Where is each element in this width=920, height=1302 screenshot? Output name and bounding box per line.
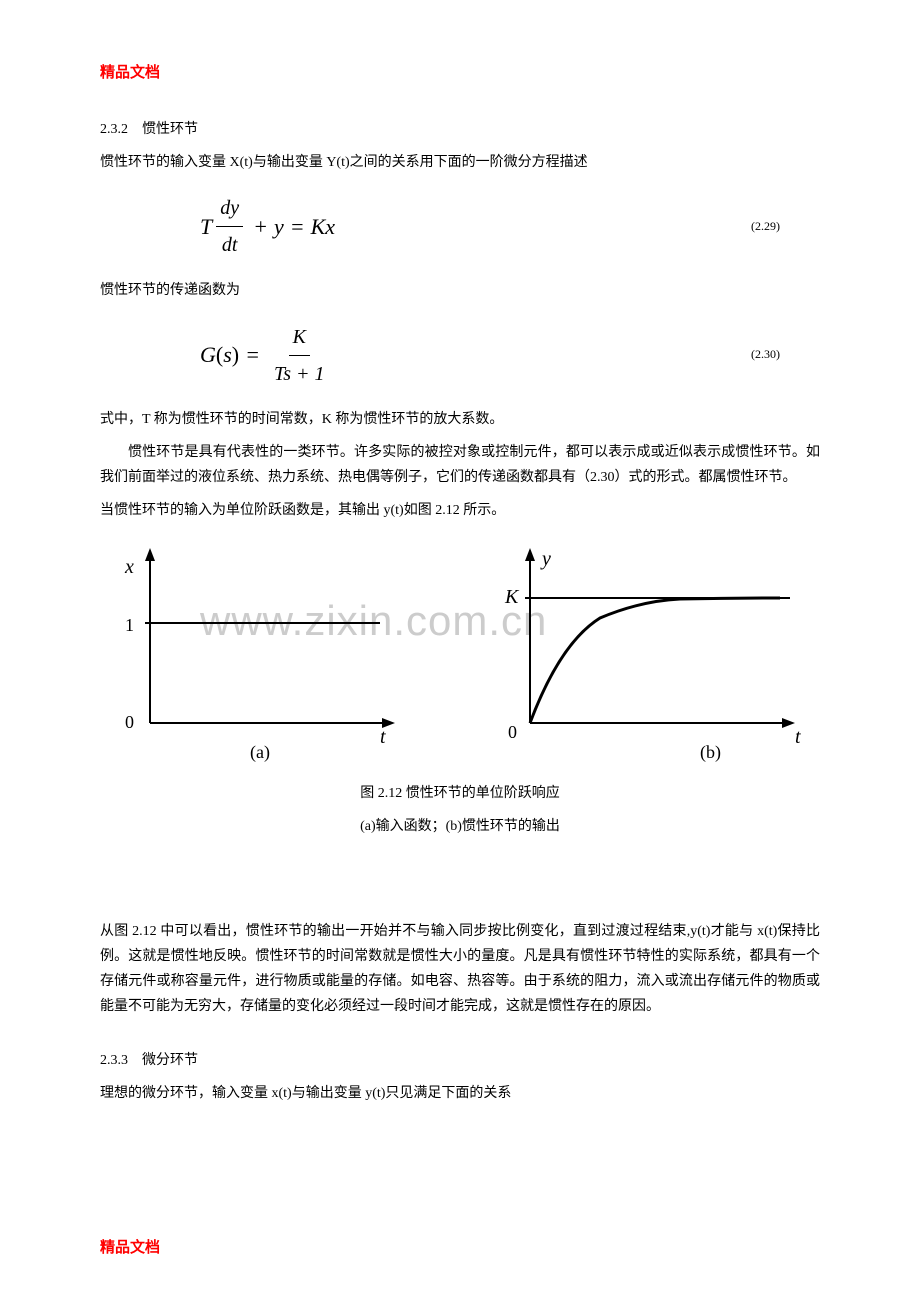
section-232-intro: 惯性环节的输入变量 X(t)与输出变量 Y(t)之间的关系用下面的一阶微分方程描… xyxy=(100,150,820,175)
chart-b-tick-0: 0 xyxy=(508,722,517,742)
chart-a-caption: (a) xyxy=(250,742,270,763)
chart-b-inertia-output: y K 0 t (b) xyxy=(480,543,820,772)
equation-229: T dy dt + y = Kx xyxy=(200,190,335,263)
section-232-para1: 惯性环节是具有代表性的一类环节。许多实际的被控对象或控制元件，都可以表示成或近似… xyxy=(100,440,820,490)
figure-caption-line1: 图 2.12 惯性环节的单位阶跃响应 xyxy=(100,781,820,806)
chart-a-step-input: x 1 0 t (a) xyxy=(100,543,420,772)
equation-230-number: (2.30) xyxy=(751,344,780,366)
chart-b-xlabel: t xyxy=(795,726,801,748)
equation-230: G(s) = K Ts + 1 xyxy=(200,319,333,392)
equation-230-block: G(s) = K Ts + 1 (2.30) xyxy=(100,319,820,392)
equation-explain: 式中，T 称为惯性环节的时间常数，K 称为惯性环节的放大系数。 xyxy=(100,407,820,432)
chart-a-tick-1: 1 xyxy=(125,615,134,635)
document-footer: 精品文档 xyxy=(100,1235,160,1262)
chart-a-ylabel: x xyxy=(124,556,134,578)
chart-a-xlabel: t xyxy=(380,726,386,748)
document-header: 精品文档 xyxy=(100,60,820,87)
section-232-para2: 当惯性环节的输入为单位阶跃函数是，其输出 y(t)如图 2.12 所示。 xyxy=(100,498,820,523)
chart-b-ylabel: y xyxy=(540,548,551,570)
chart-b-tick-K: K xyxy=(504,586,520,608)
figure-212: www.zixin.com.cn x 1 0 t (a) xyxy=(100,543,820,839)
section-232-title: 2.3.2 惯性环节 xyxy=(100,117,820,142)
transfer-function-text: 惯性环节的传递函数为 xyxy=(100,278,820,303)
chart-b-caption: (b) xyxy=(700,742,721,763)
equation-229-number: (2.29) xyxy=(751,216,780,238)
chart-a-tick-0: 0 xyxy=(125,712,134,732)
equation-229-block: T dy dt + y = Kx (2.29) xyxy=(100,190,820,263)
section-233-title: 2.3.3 微分环节 xyxy=(100,1048,820,1073)
figure-caption-line2: (a)输入函数；(b)惯性环节的输出 xyxy=(100,814,820,839)
discussion-para: 从图 2.12 中可以看出，惯性环节的输出一开始并不与输入同步按比例变化，直到过… xyxy=(100,919,820,1020)
section-233-intro: 理想的微分环节，输入变量 x(t)与输出变量 y(t)只见满足下面的关系 xyxy=(100,1081,820,1106)
